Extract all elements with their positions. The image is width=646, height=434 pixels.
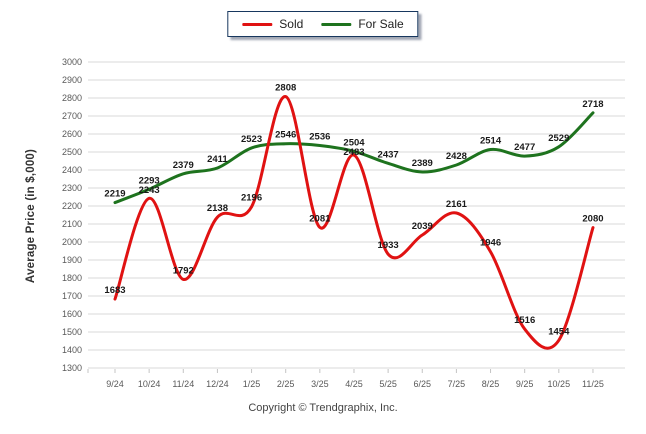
y-tick-label: 2100	[62, 219, 82, 229]
sold-value-label: 1933	[378, 240, 399, 251]
sold-value-label: 1683	[104, 285, 125, 296]
y-tick-label: 2000	[62, 237, 82, 247]
y-tick-label: 1700	[62, 291, 82, 301]
y-tick-label: 2600	[62, 129, 82, 139]
y-tick-label: 1800	[62, 273, 82, 283]
legend-item-for-sale: For Sale	[321, 17, 404, 31]
y-tick-label: 2200	[62, 201, 82, 211]
x-tick-label: 10/25	[548, 379, 571, 389]
sold-value-label: 2138	[207, 203, 228, 214]
for-sale-value-label: 2546	[275, 130, 296, 141]
y-tick-label: 1300	[62, 363, 82, 373]
sold-value-label: 2808	[275, 83, 296, 94]
for-sale-value-label: 2523	[241, 134, 262, 145]
for-sale-value-label: 2477	[514, 142, 535, 153]
x-tick-label: 5/25	[379, 379, 397, 389]
for-sale-value-label: 2379	[173, 160, 194, 171]
y-tick-label: 1600	[62, 309, 82, 319]
for-sale-value-label: 2529	[548, 133, 569, 144]
y-tick-label: 2400	[62, 165, 82, 175]
line-chart-plot-area: 1300 1400 1500 1600 1700 1800 1900 2000 2100 2200…	[62, 57, 625, 389]
x-tick-label: 9/25	[516, 379, 534, 389]
sold-series-line	[113, 95, 595, 350]
sold-value-label: 2039	[412, 221, 433, 232]
y-tick-label: 3000	[62, 57, 82, 67]
sold-value-label: 1454	[548, 326, 570, 337]
for-sale-value-label: 2514	[480, 135, 502, 146]
sold-value-label: 2196	[241, 193, 262, 204]
y-tick-label: 1500	[62, 327, 82, 337]
legend-label-sold: Sold	[279, 17, 304, 31]
for-sale-value-label: 2536	[309, 132, 330, 143]
sold-value-label: 2243	[139, 185, 160, 196]
x-tick-label: 10/24	[138, 379, 161, 389]
y-tick-label: 2800	[62, 93, 82, 103]
for-sale-value-label: 2718	[582, 99, 603, 110]
sold-value-label: 2483	[343, 147, 364, 158]
for-sale-value-label: 2437	[378, 149, 399, 160]
sold-line-swatch	[242, 22, 273, 26]
legend-item-sold: Sold	[242, 18, 303, 30]
x-tick-label: 11/25	[582, 379, 604, 389]
x-tick-label: 2/25	[277, 379, 295, 389]
sold-value-label: 1946	[480, 238, 501, 249]
for-sale-value-label: 2219	[104, 189, 125, 200]
for-sale-value-label: 2411	[207, 154, 228, 165]
y-tick-label: 2900	[62, 75, 82, 85]
y-tick-label: 1900	[62, 255, 82, 265]
sold-value-label: 2080	[582, 214, 603, 225]
for-sale-value-label: 2389	[412, 158, 433, 169]
x-tick-label: 6/25	[413, 379, 431, 389]
for-sale-value-label: 2428	[446, 151, 467, 162]
x-tick-label: 7/25	[448, 379, 466, 389]
x-tick-label: 3/25	[311, 379, 329, 389]
y-tick-label: 2700	[62, 111, 82, 121]
x-tick-label: 12/24	[206, 379, 229, 389]
x-tick-label: 4/25	[345, 379, 363, 389]
sold-value-label: 1792	[173, 265, 194, 276]
chart-legend: Sold For Sale	[227, 11, 419, 37]
for-sale-line-swatch	[321, 22, 352, 26]
y-tick-label: 2300	[62, 183, 82, 193]
legend-label-for-sale: For Sale	[358, 17, 404, 31]
x-tick-label: 9/24	[106, 379, 124, 389]
copyright-text: Copyright © Trendgraphix, Inc.	[248, 402, 398, 414]
sold-value-label: 2081	[309, 213, 331, 224]
sold-value-label: 2161	[446, 199, 468, 210]
y-tick-label: 2500	[62, 147, 82, 157]
x-tick-label: 8/25	[482, 379, 500, 389]
for-sale-value-label: 2504	[343, 137, 365, 148]
x-tick-label: 11/24	[172, 379, 194, 389]
sold-value-label: 1516	[514, 315, 535, 326]
for-sale-value-label: 2293	[139, 175, 160, 186]
for-sale-series-line	[113, 111, 595, 205]
x-tick-label: 1/25	[243, 379, 261, 389]
y-tick-label: 1400	[62, 345, 82, 355]
